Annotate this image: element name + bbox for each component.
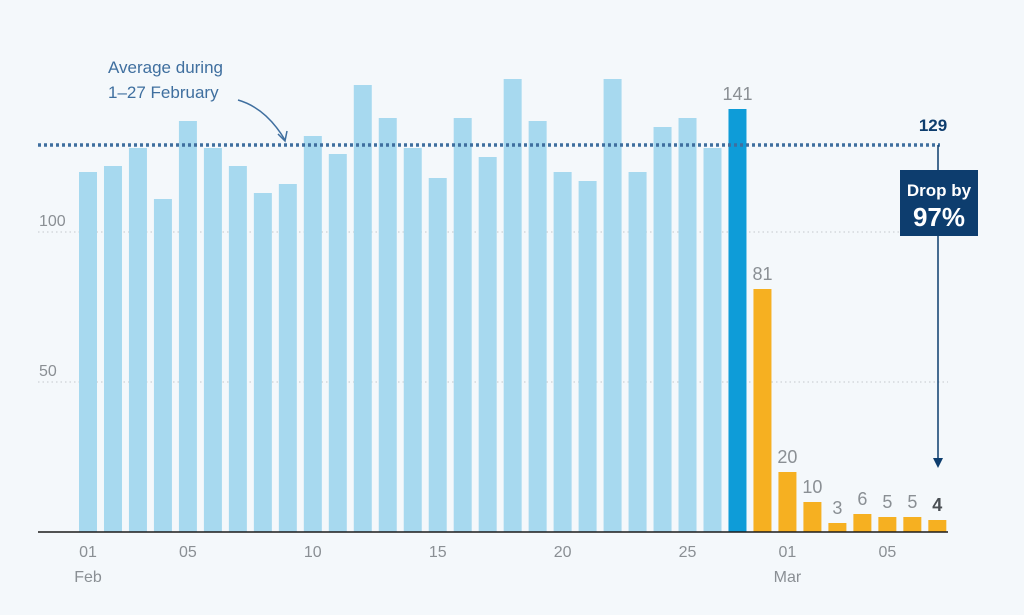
data-label-30: 3 xyxy=(832,498,842,518)
bar-feb-05 xyxy=(178,121,197,532)
bar-feb-26 xyxy=(703,148,722,532)
bar-mar-02 xyxy=(803,502,822,532)
bar-feb-06 xyxy=(203,148,222,532)
data-label-28: 20 xyxy=(777,447,797,467)
x-tick-labels: 01 Feb 05 10 15 20 25 01 Mar 05 xyxy=(74,544,896,586)
x-tick-4: 05 xyxy=(179,544,197,561)
data-label-32: 5 xyxy=(882,492,892,512)
x-tick-14: 15 xyxy=(429,544,447,561)
bar-feb-17 xyxy=(478,157,497,532)
bar-feb-07 xyxy=(228,166,247,532)
bar-feb-21 xyxy=(578,181,597,532)
data-label-34: 4 xyxy=(932,495,942,515)
bar-feb-24 xyxy=(653,127,672,532)
bar-mar-06 xyxy=(903,517,922,532)
bar-feb-04 xyxy=(153,199,172,532)
y-tick-50: 50 xyxy=(39,363,57,380)
y-tick-100: 100 xyxy=(39,213,66,230)
bar-feb-15 xyxy=(428,178,447,532)
bar-feb-25 xyxy=(678,118,697,532)
average-annotation-pointer xyxy=(237,99,286,141)
bars xyxy=(79,79,947,532)
average-annotation-line1: Average during xyxy=(108,58,223,77)
bar-mar-03 xyxy=(828,523,847,532)
bar-feb-16 xyxy=(453,118,472,532)
bar-feb-12 xyxy=(353,85,372,532)
bar-feb-01 xyxy=(79,172,97,532)
y-tick-labels: 50 100 xyxy=(39,213,66,380)
data-label-29: 10 xyxy=(802,477,822,497)
x-tick-9: 10 xyxy=(304,544,322,561)
bar-feb-14 xyxy=(403,148,422,532)
bar-feb-28 xyxy=(753,289,772,532)
bar-feb-02 xyxy=(103,166,122,532)
average-annotation-line2: 1–27 February xyxy=(108,83,219,102)
data-label-27: 81 xyxy=(752,264,772,284)
x-tick-28: 01 xyxy=(779,544,797,561)
bar-feb-03 xyxy=(128,148,147,532)
x-tick-32: 05 xyxy=(878,544,896,561)
bar-feb-23 xyxy=(628,172,647,532)
bar-feb-08 xyxy=(253,193,272,532)
x-tick-month-feb: Feb xyxy=(74,569,102,586)
drop-badge-line1: Drop by xyxy=(907,181,972,200)
bar-mar-04 xyxy=(853,514,872,532)
average-value-label: 129 xyxy=(919,116,947,135)
bar-feb-13 xyxy=(378,118,397,532)
x-tick-0: 01 xyxy=(79,544,97,561)
bar-feb-18 xyxy=(503,79,522,532)
x-tick-24: 25 xyxy=(679,544,697,561)
drop-badge-line2: 97% xyxy=(913,202,965,232)
x-tick-month-mar: Mar xyxy=(774,569,802,586)
data-label-26: 141 xyxy=(722,84,752,104)
x-tick-19: 20 xyxy=(554,544,572,561)
bar-feb-27 xyxy=(728,109,747,532)
drop-badge xyxy=(900,170,978,236)
bar-feb-22 xyxy=(603,79,622,532)
bar-mar-01 xyxy=(778,472,797,532)
bar-mar-05 xyxy=(878,517,897,532)
bar-feb-09 xyxy=(278,184,297,532)
data-label-31: 6 xyxy=(857,489,867,509)
bar-feb-10 xyxy=(303,136,322,532)
bar-feb-11 xyxy=(328,154,347,532)
bar-feb-20 xyxy=(553,172,572,532)
drop-arrow-head xyxy=(933,458,943,468)
bar-feb-19 xyxy=(528,121,547,532)
average-annotation-pointer-head xyxy=(277,130,288,143)
bar-mar-07 xyxy=(928,520,947,532)
data-label-33: 5 xyxy=(907,492,917,512)
